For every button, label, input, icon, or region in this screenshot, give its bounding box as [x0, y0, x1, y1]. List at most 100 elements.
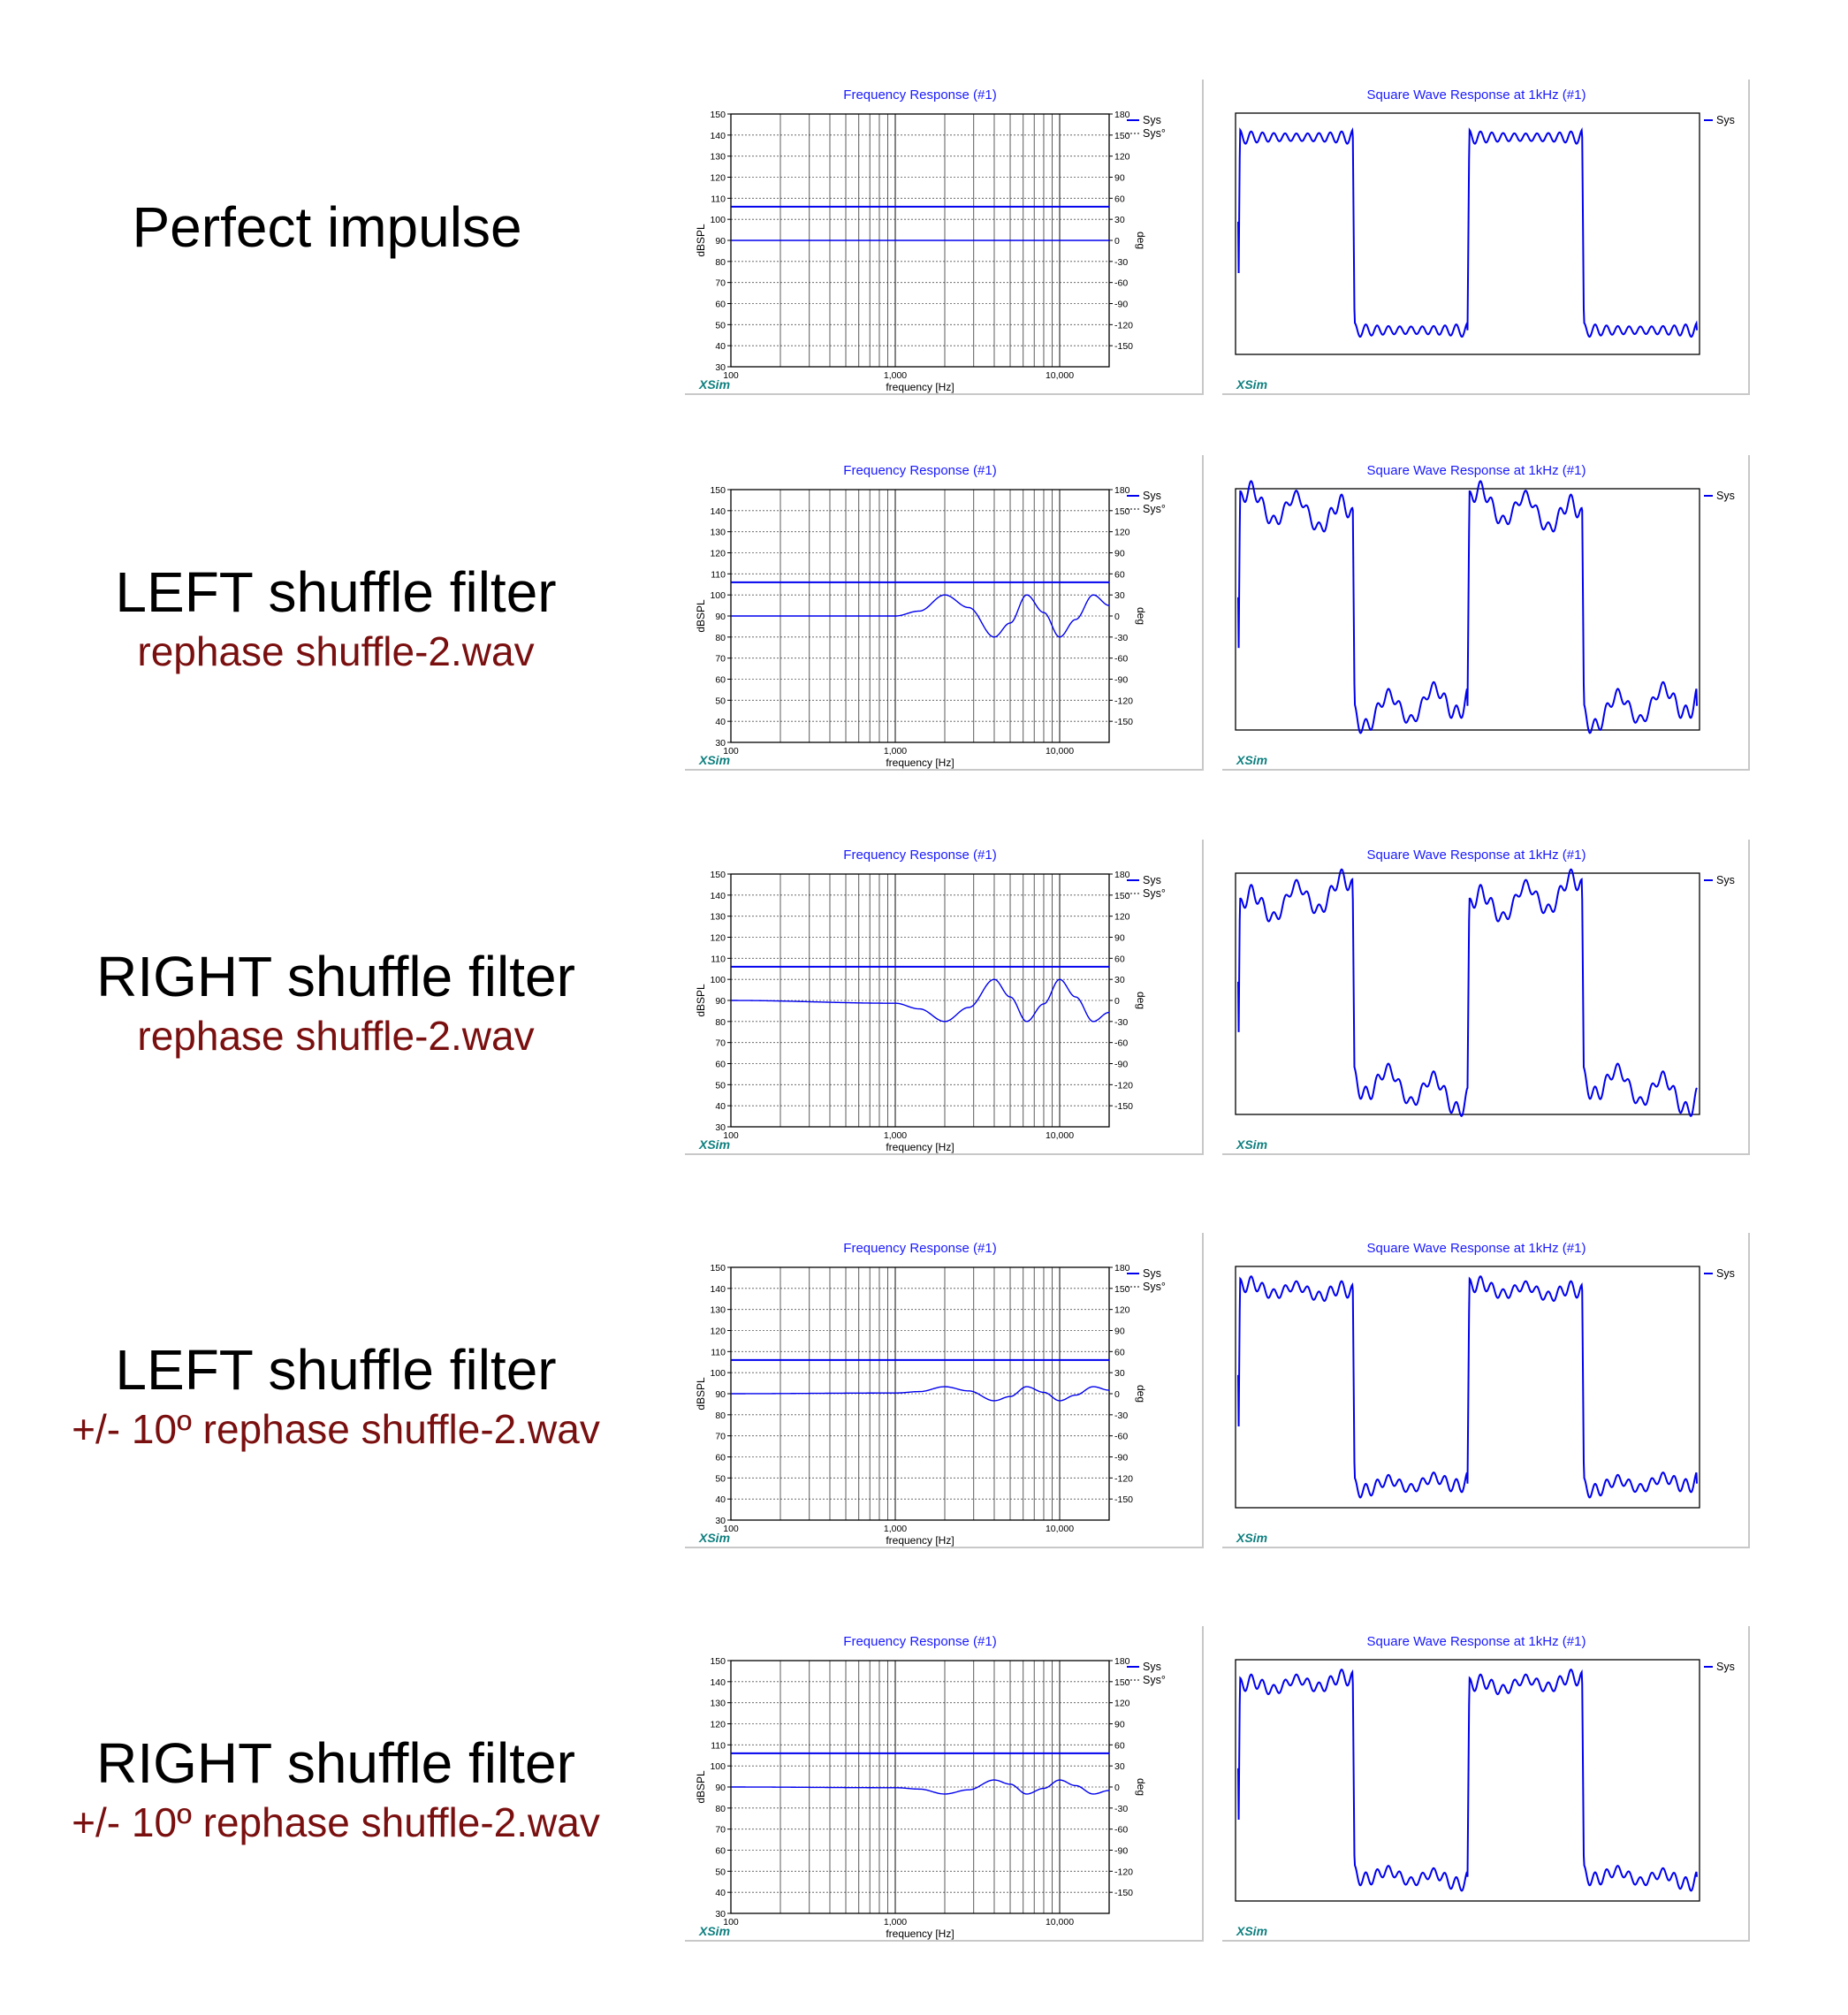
square-wave-chart: Square Wave Response at 1kHz (#1) Sys XSim	[1222, 840, 1750, 1155]
y2-axis-label: deg	[1135, 607, 1147, 625]
y2-tick-label: 90	[1114, 933, 1125, 944]
y2-tick-label: -90	[1114, 1060, 1128, 1070]
y2-tick-label: 150	[1114, 1677, 1130, 1688]
y2-tick-label: 180	[1114, 1656, 1130, 1667]
y-tick-label: 100	[710, 590, 726, 601]
y-tick-label: 50	[715, 1080, 726, 1091]
frequency-response-chart: Frequency Response (#1) 150 140 130 120 110 10…	[685, 455, 1204, 771]
y2-tick-label: -60	[1114, 1825, 1128, 1836]
y-tick-label: 80	[715, 257, 726, 268]
x-tick-label: 1,000	[884, 370, 907, 381]
xsim-brand: XSim	[1236, 377, 1267, 392]
y2-tick-label: 120	[1114, 1699, 1130, 1709]
phase-trace	[731, 1779, 1110, 1795]
y-axis-label: dBSPL	[695, 224, 707, 257]
y2-tick-label: 120	[1114, 912, 1130, 923]
y2-tick-label: 180	[1114, 485, 1130, 496]
y2-tick-label: 90	[1114, 1720, 1125, 1730]
legend-label-sys: Sys	[1716, 114, 1735, 126]
y2-tick-label: -90	[1114, 675, 1128, 686]
y-tick-label: 80	[715, 1017, 726, 1028]
y-tick-label: 90	[715, 236, 726, 247]
chart-title: Square Wave Response at 1kHz (#1)	[1367, 87, 1586, 103]
x-tick-label: 1,000	[884, 1130, 907, 1141]
comparison-row: RIGHT shuffle filter +/- 10º rephase shuf…	[0, 1617, 1848, 1944]
y2-tick-label: -150	[1114, 1101, 1133, 1112]
y-tick-label: 110	[711, 1347, 726, 1357]
y-axis-label: dBSPL	[695, 1377, 707, 1410]
xsim-brand: XSim	[698, 377, 730, 392]
x-tick-label: 10,000	[1046, 1917, 1074, 1928]
y2-axis-label: deg	[1135, 992, 1147, 1009]
frequency-response-svg: Frequency Response (#1) 150 140 130 120 110 10…	[695, 87, 1166, 393]
y-tick-label: 140	[710, 506, 726, 517]
y-tick-label: 30	[715, 1909, 726, 1920]
y2-tick-label: 150	[1114, 506, 1130, 517]
y-tick-label: 140	[710, 891, 726, 901]
x-tick-label: 1,000	[884, 1524, 907, 1534]
legend-label-sys-phase: Sys°	[1143, 503, 1166, 515]
frequency-response-chart: Frequency Response (#1) 150 140 130 120 110 10…	[685, 1626, 1204, 1942]
y2-tick-label: -150	[1114, 717, 1133, 727]
y-tick-label: 150	[710, 1263, 726, 1274]
row-title: RIGHT shuffle filter	[96, 1731, 575, 1795]
y2-tick-label: 0	[1114, 996, 1120, 1007]
y2-tick-label: 60	[1114, 1740, 1125, 1751]
y2-tick-label: -150	[1114, 1888, 1133, 1898]
legend-label-sys-phase: Sys°	[1143, 887, 1166, 900]
y2-tick-label: 60	[1114, 954, 1125, 964]
y2-tick-label: 150	[1114, 891, 1130, 901]
y2-tick-label: -120	[1114, 1473, 1133, 1484]
legend-label-sys: Sys	[1143, 1267, 1161, 1280]
comparison-row: RIGHT shuffle filter rephase shuffle-2.wa…	[0, 831, 1848, 1158]
legend-label-sys: Sys	[1716, 490, 1735, 502]
y-tick-label: 130	[710, 912, 726, 923]
y-axis-label: dBSPL	[695, 1770, 707, 1804]
y-tick-label: 40	[715, 717, 726, 727]
y-tick-label: 110	[711, 954, 726, 964]
chart-title: Square Wave Response at 1kHz (#1)	[1367, 463, 1586, 478]
y-tick-label: 80	[715, 1410, 726, 1421]
legend-label-sys: Sys	[1143, 490, 1161, 502]
y2-tick-label: -60	[1114, 654, 1128, 665]
y2-tick-label: 150	[1114, 1284, 1130, 1295]
plot-frame	[1235, 488, 1700, 731]
y2-tick-label: -90	[1114, 300, 1128, 310]
x-axis-label: frequency [Hz]	[886, 1534, 954, 1547]
plot-frame	[1235, 1266, 1700, 1509]
y-tick-label: 100	[710, 975, 726, 985]
y-tick-label: 120	[710, 933, 726, 944]
y2-tick-label: 30	[1114, 975, 1125, 985]
x-tick-label: 10,000	[1046, 370, 1074, 381]
square-wave-svg: Square Wave Response at 1kHz (#1) Sys XSim	[1235, 1634, 1735, 1938]
y-tick-label: 60	[715, 1846, 726, 1857]
y-tick-label: 100	[710, 1368, 726, 1379]
y-axis-label: dBSPL	[695, 599, 707, 633]
y-tick-label: 90	[715, 996, 726, 1007]
y-tick-label: 70	[715, 278, 726, 289]
y-tick-label: 40	[715, 1101, 726, 1112]
y2-tick-label: 180	[1114, 1263, 1130, 1274]
y2-tick-label: -30	[1114, 633, 1128, 643]
y2-tick-label: 60	[1114, 569, 1125, 580]
square-wave-svg: Square Wave Response at 1kHz (#1) Sys XSim	[1235, 848, 1735, 1152]
y2-tick-label: 30	[1114, 590, 1125, 601]
legend-label-sys: Sys	[1143, 1661, 1161, 1673]
row-title: LEFT shuffle filter	[115, 560, 557, 624]
y2-tick-label: 90	[1114, 173, 1125, 184]
square-wave-chart: Square Wave Response at 1kHz (#1) Sys XSim	[1222, 1626, 1750, 1942]
legend-label-sys: Sys	[1143, 874, 1161, 886]
plot-frame	[1235, 112, 1700, 355]
y2-tick-label: 180	[1114, 870, 1130, 880]
y2-tick-label: -30	[1114, 257, 1128, 268]
legend-label-sys-phase: Sys°	[1143, 1281, 1166, 1293]
y-tick-label: 50	[715, 1473, 726, 1484]
x-axis-label: frequency [Hz]	[886, 1141, 954, 1153]
row-title: Perfect impulse	[132, 195, 522, 259]
xsim-brand: XSim	[1236, 1531, 1267, 1545]
frequency-response-svg: Frequency Response (#1) 150 140 130 120 110 10…	[695, 463, 1166, 769]
y-tick-label: 30	[715, 362, 726, 373]
y2-tick-label: 120	[1114, 528, 1130, 538]
y2-tick-label: 180	[1114, 110, 1130, 120]
y-tick-label: 120	[710, 1720, 726, 1730]
